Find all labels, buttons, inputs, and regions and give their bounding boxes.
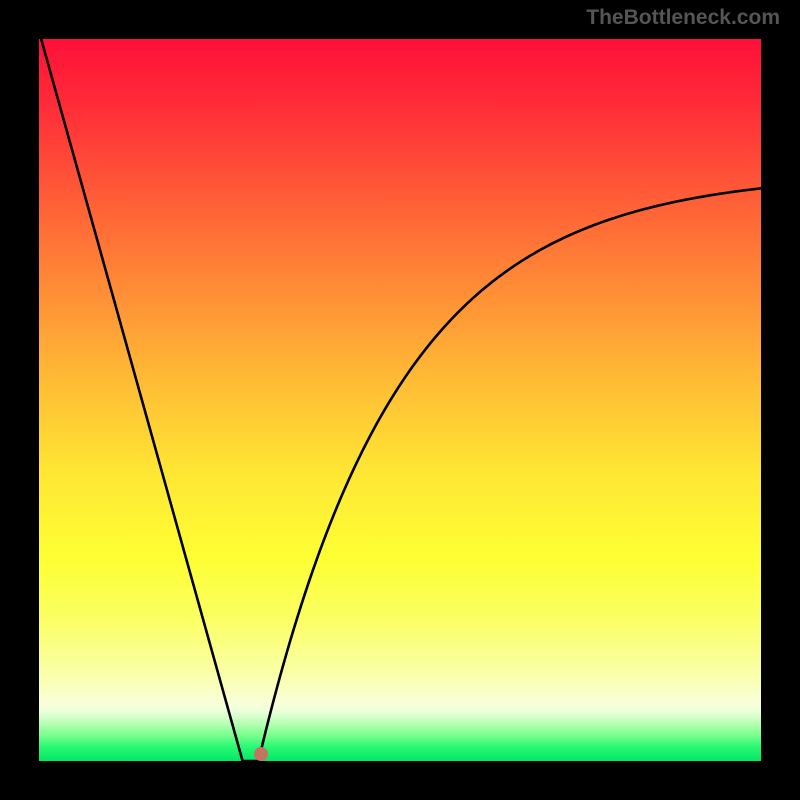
chart-container: TheBottleneck.com bbox=[0, 0, 800, 800]
watermark-text: TheBottleneck.com bbox=[586, 6, 780, 30]
optimum-marker bbox=[254, 747, 268, 761]
plot-area bbox=[39, 39, 761, 761]
gradient-background bbox=[39, 39, 761, 761]
